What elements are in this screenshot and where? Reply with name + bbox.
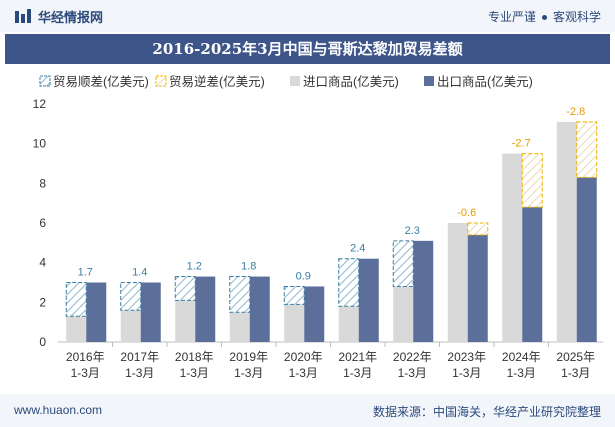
import-bar <box>120 310 141 342</box>
surplus-bar <box>338 258 360 307</box>
chart-title: 2016-2025年3月中国与哥斯达黎加贸易差额 <box>5 34 610 64</box>
export-bar <box>413 240 434 342</box>
x-tick-label: 2024年 1-3月 <box>502 350 541 380</box>
balance-data-label: 1.8 <box>241 261 256 273</box>
deficit-bar <box>576 121 598 178</box>
legend-swatch <box>39 75 51 87</box>
y-tick-label: 6 <box>39 216 46 230</box>
x-tick-label: 2021年 1-3月 <box>338 350 377 380</box>
legend-swatch <box>424 76 434 86</box>
deficit-bar <box>521 153 543 208</box>
y-tick-label: 2 <box>39 295 46 309</box>
balance-data-label: 0.9 <box>296 270 311 282</box>
export-bar <box>522 207 543 342</box>
trade-balance-chart: 贸易顺差(亿美元) 贸易逆差(亿美元) 进口商品(亿美元) 出口商品(亿美元) 0 2 4… <box>33 74 603 380</box>
x-tick-label: 2019年 1-3月 <box>229 350 268 380</box>
balance-data-label: 1.4 <box>132 267 147 279</box>
import-bar <box>66 316 87 342</box>
export-bar <box>304 286 325 342</box>
legend-swatch <box>155 75 167 87</box>
tagline-right: 客观科学 <box>552 10 601 24</box>
import-bar <box>393 286 414 342</box>
surplus-bar <box>174 276 196 301</box>
top-bar: 华经情报网 专业严谨 客观科学 <box>0 0 615 32</box>
x-tick-label: 2020年 1-3月 <box>284 350 323 380</box>
import-bar <box>556 121 577 342</box>
y-tick-label: 12 <box>33 97 47 111</box>
brand[interactable]: 华经情报网 <box>14 7 103 26</box>
y-tick-label: 0 <box>39 335 46 349</box>
balance-data-label: 2.3 <box>405 225 420 237</box>
legend-label: 出口商品(亿美元) <box>437 74 533 89</box>
surplus-bar <box>229 276 251 313</box>
balance-data-label: 2.4 <box>350 243 365 255</box>
surplus-bar <box>65 282 87 317</box>
import-bar <box>229 312 250 342</box>
export-bar <box>86 282 107 342</box>
x-tick-label: 2017年 1-3月 <box>120 350 159 380</box>
x-tick-label: 2022年 1-3月 <box>393 350 432 380</box>
surplus-bar <box>283 285 305 305</box>
import-bar <box>502 153 523 342</box>
surplus-bar <box>120 282 142 311</box>
brand-name: 华经情报网 <box>38 10 104 25</box>
export-bar <box>195 276 216 342</box>
export-bar <box>358 258 379 342</box>
legend-item-import: 进口商品(亿美元) <box>290 74 399 89</box>
footer-source: 数据来源：中国海关，华经产业研究院整理 <box>372 405 601 419</box>
legend: 贸易顺差(亿美元) 贸易逆差(亿美元) 进口商品(亿美元) 出口商品(亿美元) <box>39 74 533 89</box>
legend-label: 贸易逆差(亿美元) <box>169 74 265 89</box>
import-bar <box>284 304 305 342</box>
balance-data-label: 1.7 <box>78 267 93 279</box>
tagline-left: 专业严谨 <box>487 10 536 24</box>
legend-label: 进口商品(亿美元) <box>303 74 399 89</box>
x-tick-label: 2018年 1-3月 <box>175 350 214 380</box>
y-tick-label: 8 <box>39 176 46 190</box>
balance-data-label: 1.2 <box>187 261 202 273</box>
footer: www.huaon.com 数据来源：中国海关，华经产业研究院整理 <box>0 394 615 427</box>
import-bar <box>338 306 359 342</box>
plot-area: 1.7 1.4 1.2 1.8 0.9 2.4 2.3 -0.6 -2.7 -2.8 <box>65 106 598 342</box>
separator-dot-icon <box>541 15 547 21</box>
brand-logo-icon <box>15 8 31 23</box>
balance-data-label: -2.8 <box>566 106 585 118</box>
balance-data-label: -0.6 <box>457 207 476 219</box>
y-tick-label: 4 <box>39 256 46 270</box>
legend-item-deficit: 贸易逆差(亿美元) <box>155 74 265 89</box>
import-bar <box>175 300 196 342</box>
import-bar <box>447 223 468 342</box>
legend-label: 贸易顺差(亿美元) <box>53 74 149 89</box>
export-bar <box>576 177 597 342</box>
export-bar <box>467 234 488 342</box>
x-axis: 2016年 1-3月 2017年 1-3月 2018年 1-3月 2019年 1-3月 2020… <box>66 342 595 380</box>
balance-data-label: -2.7 <box>512 138 531 150</box>
x-tick-label: 2025年 1-3月 <box>556 350 595 380</box>
y-tick-label: 10 <box>33 137 47 151</box>
x-tick-label: 2016年 1-3月 <box>66 350 105 380</box>
export-bar <box>249 276 270 342</box>
surplus-bar <box>392 240 414 287</box>
tagline: 专业严谨 客观科学 <box>488 8 601 25</box>
x-tick-label: 2023年 1-3月 <box>447 350 486 380</box>
deficit-bar <box>467 222 489 236</box>
legend-item-surplus: 贸易顺差(亿美元) <box>39 74 149 89</box>
footer-url[interactable]: www.huaon.com <box>14 403 103 417</box>
export-bar <box>140 282 161 342</box>
legend-swatch <box>290 76 300 86</box>
legend-item-export: 出口商品(亿美元) <box>424 74 533 89</box>
